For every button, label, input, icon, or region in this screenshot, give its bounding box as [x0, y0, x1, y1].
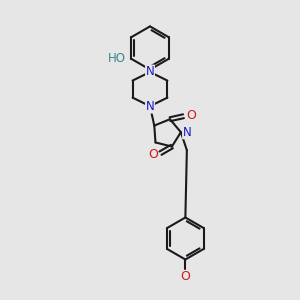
Text: N: N [146, 65, 154, 78]
Text: N: N [183, 126, 191, 139]
Text: N: N [146, 100, 154, 113]
Text: HO: HO [108, 52, 126, 65]
Text: O: O [148, 148, 158, 161]
Text: O: O [180, 270, 190, 283]
Text: O: O [186, 109, 196, 122]
